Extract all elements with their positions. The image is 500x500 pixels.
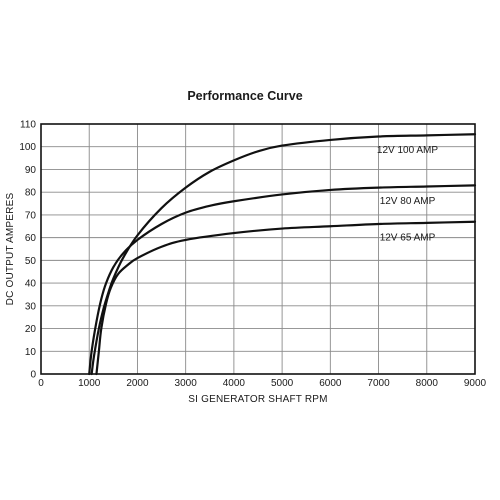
x-tick-label: 4000 (223, 378, 246, 389)
x-tick-label: 1000 (78, 378, 101, 389)
x-tick-label: 5000 (271, 378, 294, 389)
y-tick-label: 30 (25, 301, 37, 312)
x-axis-label: SI GENERATOR SHAFT RPM (188, 394, 327, 405)
tick-labels: 0 1000 2000 3000 4000 5000 6000 7000 8000 9000 0 10… (19, 120, 486, 390)
x-tick-label: 7000 (367, 378, 390, 389)
chart-title: Performance Curve (187, 89, 303, 103)
series-line (88, 184, 477, 376)
y-tick-label: 100 (19, 142, 36, 153)
y-tick-label: 50 (25, 256, 37, 267)
y-tick-label: 80 (25, 188, 37, 199)
x-tick-label: 9000 (464, 378, 487, 389)
grid (41, 124, 475, 374)
y-tick-label: 10 (25, 347, 37, 358)
x-tick-label: 3000 (175, 378, 198, 389)
series-line (90, 133, 477, 376)
y-tick-label: 70 (25, 210, 37, 221)
series-line (95, 220, 477, 376)
y-tick-label: 0 (30, 370, 36, 381)
y-tick-label: 20 (25, 324, 37, 335)
series-label: 12V 80 AMP (380, 196, 436, 207)
y-tick-label: 90 (25, 165, 37, 176)
series-labels: 12V 100 AMP 12V 80 AMP 12V 65 AMP (377, 145, 438, 244)
x-tick-label: 0 (38, 378, 44, 389)
series-layer (88, 133, 477, 376)
plot-frame (40, 123, 476, 375)
y-tick-label: 40 (25, 279, 37, 290)
series-label: 12V 100 AMP (377, 145, 438, 156)
series-label: 12V 65 AMP (380, 232, 436, 243)
y-tick-label: 60 (25, 233, 37, 244)
x-tick-label: 2000 (126, 378, 149, 389)
y-tick-label: 110 (20, 120, 36, 131)
x-tick-label: 8000 (416, 378, 439, 389)
x-tick-label: 6000 (319, 378, 342, 389)
y-axis-label: DC OUTPUT AMPERES (5, 193, 16, 306)
